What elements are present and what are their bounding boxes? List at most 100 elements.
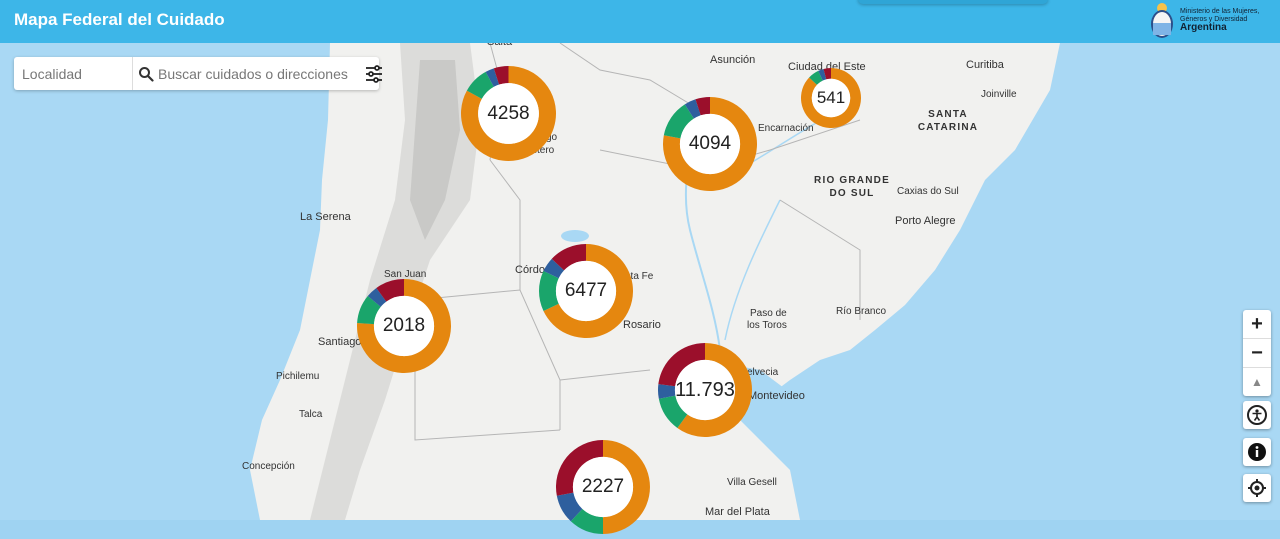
cluster-center [674, 359, 736, 421]
brand-country: Argentina [1180, 22, 1227, 33]
place-curitiba: Curitiba [966, 59, 1004, 71]
place-cordoba: Córdo [515, 264, 545, 276]
cluster-center [572, 456, 634, 518]
region-rio-grande-line2: DO SUL [829, 188, 875, 199]
cluster-segment [376, 279, 404, 302]
cluster-segment [818, 68, 827, 81]
region-santa-catarina-line1: SANTA [928, 109, 968, 120]
header-decoration [858, 0, 1048, 4]
place-encarnacion: Encarnación [758, 123, 814, 134]
place-rio-branco: Río Branco [836, 306, 887, 317]
info-button[interactable] [1243, 438, 1271, 466]
cluster-segment [556, 492, 583, 522]
zoom-controls: + − ▲ [1243, 310, 1271, 396]
zoom-out-button[interactable]: − [1243, 338, 1271, 367]
cluster-segment [556, 440, 603, 496]
place-santiago-del-estero-a: go [546, 132, 558, 143]
filter-icon[interactable] [365, 65, 383, 83]
cluster-donut [658, 343, 752, 437]
locate-icon [1248, 479, 1266, 497]
cluster-segment [466, 71, 494, 99]
cluster-segment [695, 97, 710, 116]
cluster-segment [603, 440, 650, 534]
place-montevideo: Montevideo [748, 390, 805, 402]
cluster-donut [556, 440, 650, 534]
cluster-count: 2018 [382, 315, 426, 336]
compass-button[interactable]: ▲ [1243, 367, 1271, 396]
locate-control [1243, 474, 1271, 502]
place-helvecia: elvecia [747, 367, 779, 378]
cluster-segment [809, 70, 823, 85]
place-villa-gesell: Villa Gesell [727, 477, 777, 488]
place-paso-de-los-toros-1: Paso de [750, 308, 787, 319]
place-asuncion: Asunción [710, 54, 756, 66]
cluster-segment [551, 244, 586, 271]
locate-button[interactable] [1243, 474, 1271, 502]
cluster-segment [684, 99, 701, 119]
region-santa-catarina: SANTA CATARINA [908, 108, 988, 134]
cluster-donut [461, 66, 556, 161]
place-la-serena: La Serena [300, 211, 351, 223]
cluster-marker[interactable]: 11.793 [658, 343, 752, 437]
info-icon [1248, 443, 1266, 461]
place-santiago: Santiago [318, 336, 362, 348]
cluster-marker[interactable]: 4094 [663, 97, 757, 191]
place-caxias-do-sul: Caxias do Sul [897, 186, 959, 197]
accessibility-control [1243, 401, 1271, 429]
place-pichilemu: Pichilemu [276, 371, 320, 382]
cluster-center [555, 260, 617, 322]
ministry-line-2: Géneros y Diversidad [1180, 16, 1248, 23]
cluster-segment [663, 97, 757, 191]
region-rio-grande-do-sul: RIO GRANDE DO SUL [806, 174, 898, 200]
region-rio-grande-line1: RIO GRANDE [814, 175, 890, 186]
cluster-segment [677, 343, 752, 437]
place-joinville: Joinville [981, 89, 1017, 100]
app-header: Mapa Federal del Cuidado Ministerio de l… [0, 0, 1280, 43]
accessibility-button[interactable] [1243, 401, 1271, 429]
cluster-marker[interactable]: 4258 [461, 66, 556, 161]
cluster-donut [663, 97, 757, 191]
cluster-segment [461, 66, 556, 161]
cluster-segment [658, 343, 705, 387]
cluster-segment [485, 68, 500, 87]
cluster-segment [357, 296, 381, 325]
cluster-marker[interactable]: 541 [801, 68, 861, 128]
cluster-segment [367, 287, 387, 307]
cluster-count: 4094 [688, 133, 732, 154]
region-santa-catarina-line2: CATARINA [917, 122, 979, 133]
cluster-segment [357, 279, 451, 373]
cluster-center [478, 83, 539, 144]
zoom-in-button[interactable]: + [1251, 312, 1263, 335]
place-santa-fe: nta Fe [625, 271, 654, 282]
cluster-count: 4258 [487, 102, 530, 124]
locality-input[interactable] [14, 57, 133, 90]
place-rosario: Rosario [623, 319, 661, 331]
place-paso-de-los-toros-2: los Toros [747, 320, 787, 331]
cluster-segment [493, 66, 509, 85]
cluster-marker[interactable]: 2227 [556, 440, 650, 534]
place-santiago-del-estero-b: stero [532, 145, 555, 156]
cluster-segment [801, 68, 861, 128]
cluster-segment [539, 270, 559, 312]
cluster-count: 11.793 [675, 378, 735, 401]
ministry-line-1: Ministerio de las Mujeres, [1180, 8, 1260, 15]
cluster-center [373, 295, 435, 357]
place-ciudad-del-este: Ciudad del Este [788, 61, 866, 73]
cluster-donut [539, 244, 633, 338]
cluster-count: 6477 [564, 280, 608, 301]
cluster-segment [658, 384, 676, 399]
cluster-donut [801, 68, 861, 128]
coat-of-arms-icon [1151, 3, 1173, 38]
app-title[interactable]: Mapa Federal del Cuidado [14, 10, 225, 29]
search-input[interactable] [158, 57, 353, 90]
cluster-center [811, 78, 851, 118]
cluster-segment [823, 68, 831, 80]
cluster-count: 2227 [581, 476, 625, 497]
cluster-marker[interactable]: 6477 [539, 244, 633, 338]
cluster-segment [543, 244, 633, 338]
cluster-marker[interactable]: 2018 [357, 279, 451, 373]
search-panel [14, 57, 382, 90]
cluster-count: 541 [816, 88, 846, 107]
place-concepcion: Concepción [242, 461, 295, 472]
place-porto-alegre: Porto Alegre [895, 215, 956, 227]
